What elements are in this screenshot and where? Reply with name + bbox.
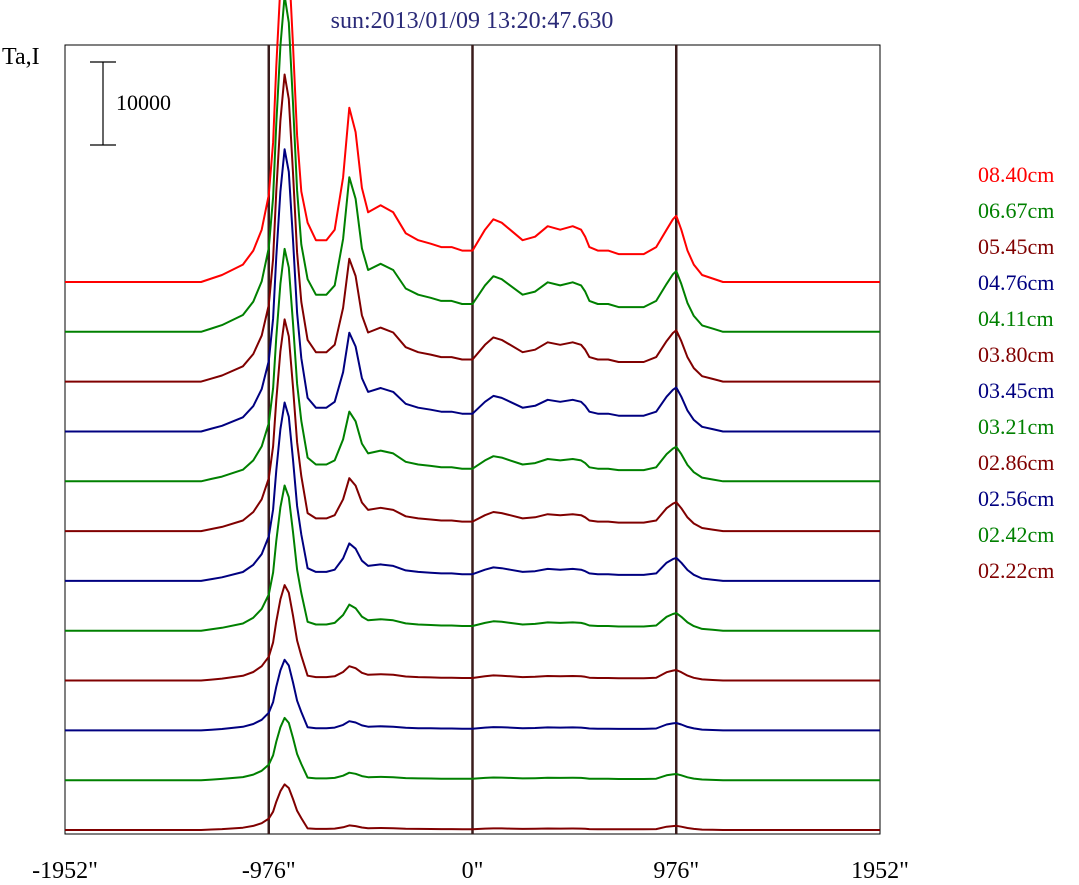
legend-entry-03.21cm: 03.21cm — [978, 414, 1054, 439]
vertical-reference-lines — [267, 45, 678, 834]
series-line-08.40cm — [65, 0, 880, 283]
series-line-02.42cm — [65, 716, 880, 782]
series-line-02.86cm — [65, 584, 880, 682]
legend-entry-02.86cm: 02.86cm — [978, 450, 1054, 475]
y-axis-label: Ta,I — [2, 44, 40, 70]
series-line-03.45cm — [65, 401, 880, 582]
legend-entry-04.76cm: 04.76cm — [978, 270, 1054, 295]
series-line-05.45cm — [65, 73, 880, 383]
scale-bar-label: 10000 — [116, 90, 171, 115]
x-tick-label-4: 1952" — [851, 858, 909, 884]
x-tick-label-1: -976" — [242, 858, 296, 884]
series-line-04.11cm — [65, 247, 880, 483]
chart-title: sun:2013/01/09 13:20:47.630 — [331, 8, 614, 34]
legend-entry-02.56cm: 02.56cm — [978, 486, 1054, 511]
legend-entry-02.22cm: 02.22cm — [978, 558, 1054, 583]
legend-entry-03.80cm: 03.80cm — [978, 342, 1054, 367]
scale-bar: 10000 — [90, 61, 171, 146]
series-line-02.56cm — [65, 658, 880, 732]
x-tick-label-3: 976" — [653, 858, 699, 884]
series-line-03.21cm — [65, 484, 880, 632]
series-line-04.76cm — [65, 148, 880, 433]
series-line-06.67cm — [65, 0, 880, 333]
legend: 08.40cm 06.67cm 05.45cm 04.76cm 04.11cm 03.80… — [978, 162, 1054, 583]
legend-entry-02.42cm: 02.42cm — [978, 522, 1054, 547]
legend-entry-03.45cm: 03.45cm — [978, 378, 1054, 403]
x-tick-labels: -1952" -976" 0" 976" 1952" — [32, 858, 909, 884]
series-line-03.80cm — [65, 318, 880, 533]
legend-entry-06.67cm: 06.67cm — [978, 198, 1054, 223]
x-tick-label-2: 0" — [462, 858, 484, 884]
series-line-02.22cm — [65, 783, 880, 831]
legend-entry-05.45cm: 05.45cm — [978, 234, 1054, 259]
legend-entry-04.11cm: 04.11cm — [978, 306, 1054, 331]
x-tick-label-0: -1952" — [32, 858, 98, 884]
legend-entry-08.40cm: 08.40cm — [978, 162, 1054, 187]
series-lines — [65, 0, 880, 831]
